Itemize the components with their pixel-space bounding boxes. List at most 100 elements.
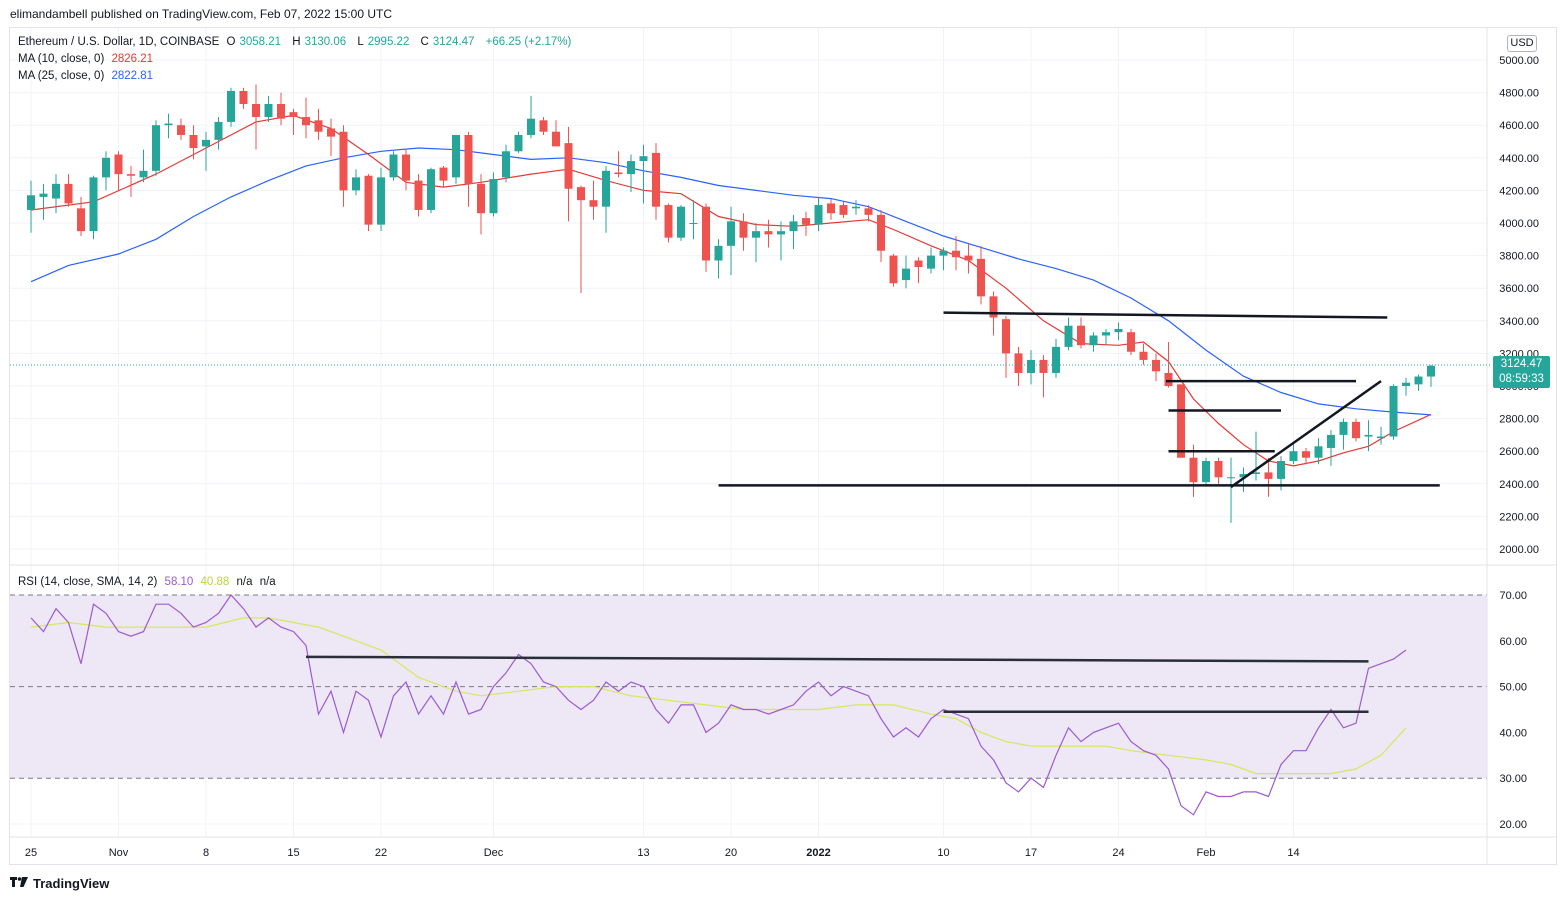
candle-body [114,154,123,175]
price-tick-label: 4200.00 [1499,185,1539,197]
candle-body [1239,474,1248,478]
publish-line: elimandambell published on TradingView.c… [10,7,393,21]
candle [464,131,473,207]
candle [264,95,273,122]
candle-body [227,90,235,122]
candle-body [64,183,73,204]
candle [1302,447,1310,465]
candle [664,203,673,243]
trendlines [718,311,1440,489]
candle-body [889,255,898,284]
candle-body [289,112,298,118]
candle-body [514,134,523,152]
candle [1352,418,1360,442]
candle [177,118,185,140]
candle [289,108,298,135]
candle [1152,353,1160,382]
candle-body [1139,351,1148,360]
rsi-tick-label: 40.00 [1499,727,1527,739]
currency-button[interactable]: USD [1507,35,1537,52]
time-tick-label: 17 [1025,847,1037,859]
candle [1389,384,1398,440]
candle [1189,444,1198,497]
candle-body [802,218,810,225]
last-price-value: 3124.47 [1500,358,1543,370]
candle-body [239,90,248,105]
candle-body [1002,319,1010,354]
candle [589,180,598,220]
candle [52,174,60,214]
candle [789,214,798,250]
candle-body [714,245,723,261]
candle-body [1102,332,1110,336]
candle-body [1302,451,1310,458]
rsi-tick-label: 20.00 [1499,819,1527,831]
candle-body [1264,472,1273,479]
candle-body [1077,325,1085,346]
candle [1039,355,1048,398]
candle-body [777,231,785,235]
candle-body [1014,353,1023,373]
candle [102,151,110,191]
candle-body [27,195,35,210]
candle [802,211,810,237]
candle [1289,443,1298,465]
candle-body [77,208,85,232]
candle-body [427,169,435,210]
candle [152,120,160,176]
rsi-tick-label: 30.00 [1499,773,1527,785]
candle-body [339,131,348,191]
axes: 5000.00 4800.00 4600.00 4400.00 4200.00 4000.… [10,28,1556,864]
bar-countdown: 08:59:33 [1499,373,1544,385]
candle-body [914,260,923,268]
candle [1027,350,1035,385]
candle-body [264,104,273,118]
candles [27,84,1435,523]
candle-body [852,206,860,209]
rsi-line [30,594,1407,816]
candle-body [127,174,135,176]
price-tick-label: 3400.00 [1499,316,1539,328]
tradingview-logo[interactable]: TradingView [10,876,109,891]
candle [164,113,173,139]
candle [339,125,348,207]
candle-body [1377,436,1385,439]
rsi-sma-value: 40.88 [200,576,230,588]
ma25-label: MA (25, close, 0) [18,70,105,82]
ma25-legend: MA (25, close, 0) 2822.81 [18,70,157,82]
candle-body [352,177,360,191]
candle [639,144,648,204]
rsi-level-lines [10,594,1487,779]
candle-body [1252,472,1260,475]
candle [327,118,335,157]
candle [564,126,573,222]
candle [314,108,323,140]
close-label: C 3124.47 [420,36,475,48]
candle [139,149,148,183]
time-tick-label: 22 [375,847,387,859]
candle [477,174,485,235]
candle [89,175,98,240]
candle [1377,426,1385,445]
candle [552,120,560,147]
candle [1202,457,1210,486]
candle [1077,317,1085,349]
rsi-na-2: n/a [259,576,276,588]
candle-body [952,250,960,258]
candle-body [464,134,473,184]
candle-body [689,223,698,224]
candle [1227,457,1235,523]
candle-body [1177,384,1185,458]
candle-body [439,167,448,181]
candle [752,223,760,263]
candle [1252,431,1260,481]
candle [1327,430,1335,466]
candle-body [652,152,660,207]
candle [1214,457,1223,484]
candle [1339,418,1348,450]
candle-body [1189,457,1198,483]
candle-body [1352,421,1360,439]
candle [1139,343,1148,365]
candle-body [527,118,535,135]
